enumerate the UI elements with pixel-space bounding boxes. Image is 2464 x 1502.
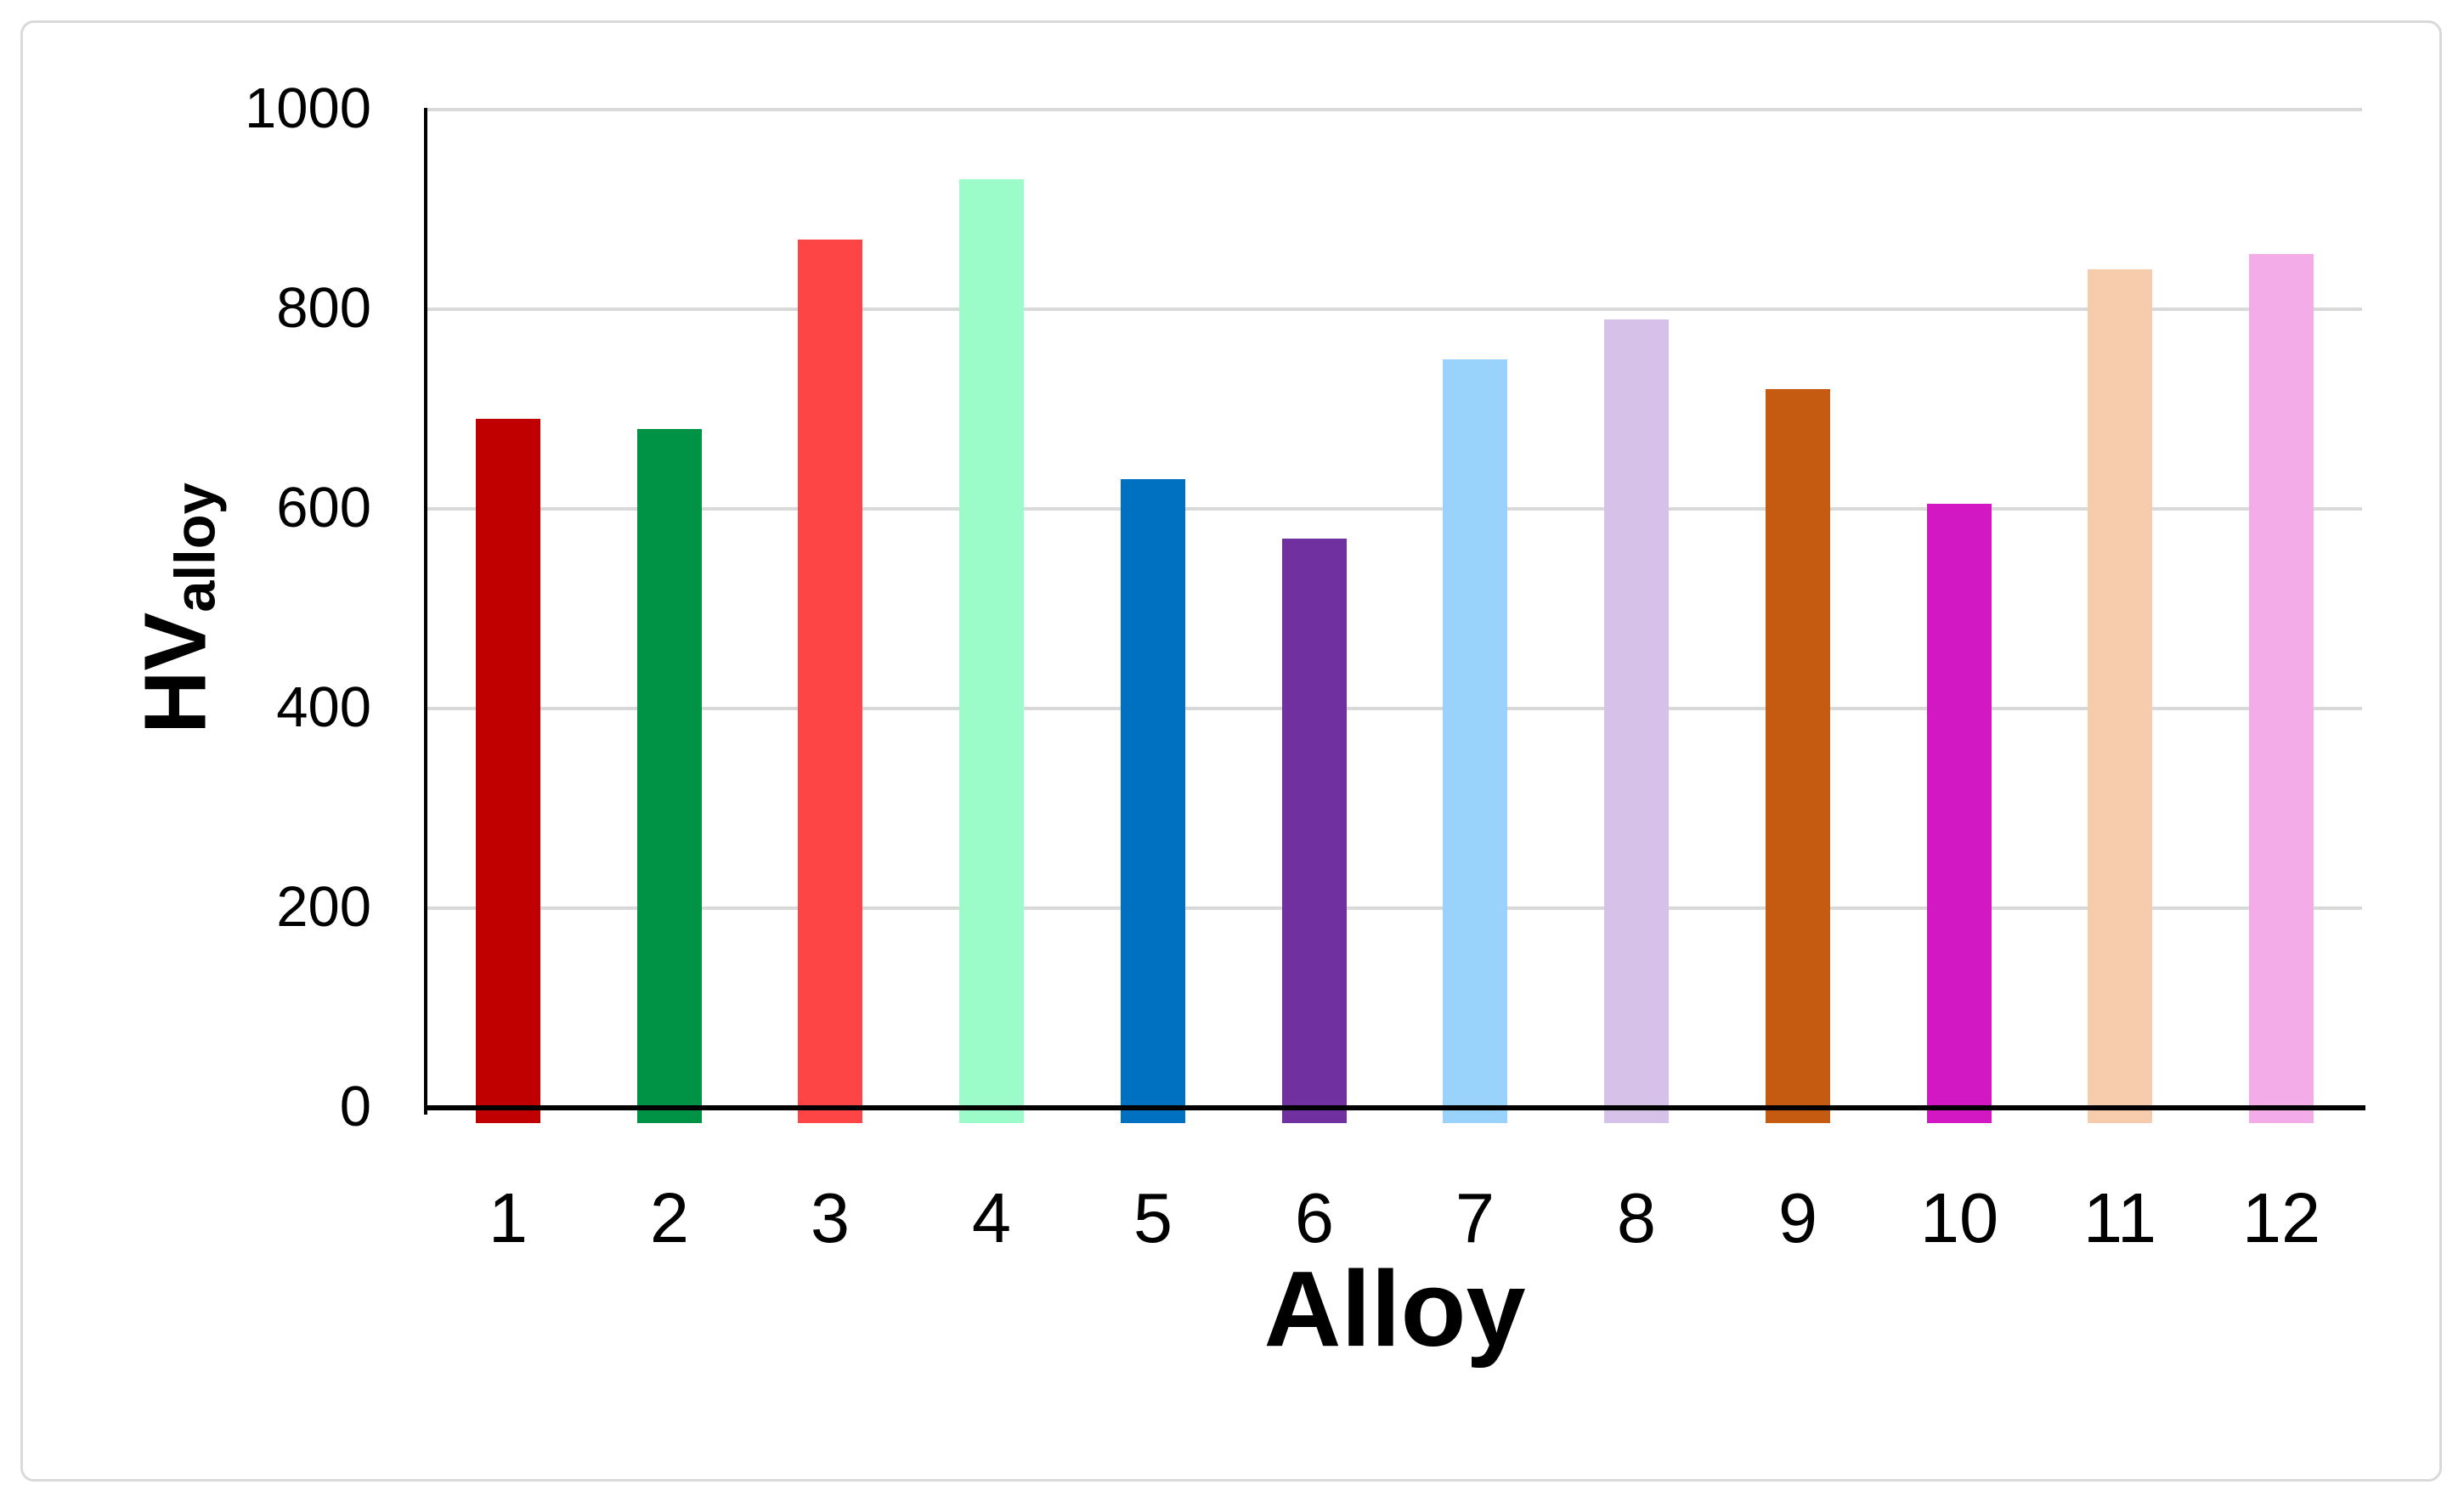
bar-alloy-6 [1282,539,1347,1123]
x-tick-label-8: 8 [1616,1178,1657,1257]
bar-alloy-7 [1443,359,1507,1123]
y-axis-title: HValloy [127,483,228,734]
y-tick-label-0: 0 [339,1075,371,1139]
bar-alloy-5 [1121,479,1185,1123]
x-tick-label-1: 1 [488,1178,528,1257]
y-axis-title-subscript: alloy [163,483,228,613]
gridline-600 [427,507,2362,511]
gridline-400 [427,707,2362,710]
x-tick-label-9: 9 [1777,1178,1818,1257]
y-tick-label-200: 200 [276,875,371,940]
x-tick-label-5: 5 [1133,1178,1173,1257]
y-tick-label-400: 400 [276,675,371,740]
x-tick-label-6: 6 [1294,1178,1335,1257]
bar-alloy-10 [1927,504,1992,1123]
y-axis-line [424,108,427,1115]
x-tick-label-11: 11 [2083,1178,2157,1257]
x-tick-label-2: 2 [649,1178,690,1257]
bar-alloy-3 [798,240,862,1123]
x-axis-title: Alloy [1263,1249,1526,1369]
y-axis-title-main: HV [126,612,224,734]
bar-alloy-11 [2088,269,2152,1123]
x-tick-label-12: 12 [2241,1178,2321,1257]
x-tick-label-7: 7 [1455,1178,1495,1257]
x-axis-line [424,1105,2365,1110]
y-tick-label-800: 800 [276,276,371,341]
bar-alloy-12 [2249,254,2314,1123]
bar-alloy-1 [476,419,540,1123]
gridline-800 [427,308,2362,311]
x-tick-label-10: 10 [1919,1178,1999,1257]
gridline-200 [427,906,2362,910]
bar-alloy-4 [959,179,1024,1123]
bar-alloy-9 [1766,389,1830,1123]
gridline-1000 [427,108,2362,111]
bar-alloy-8 [1604,319,1669,1123]
bar-alloy-2 [637,429,702,1123]
x-tick-label-4: 4 [971,1178,1012,1257]
y-tick-label-1000: 1000 [244,76,371,141]
x-tick-label-3: 3 [810,1178,851,1257]
y-tick-label-600: 600 [276,476,371,540]
